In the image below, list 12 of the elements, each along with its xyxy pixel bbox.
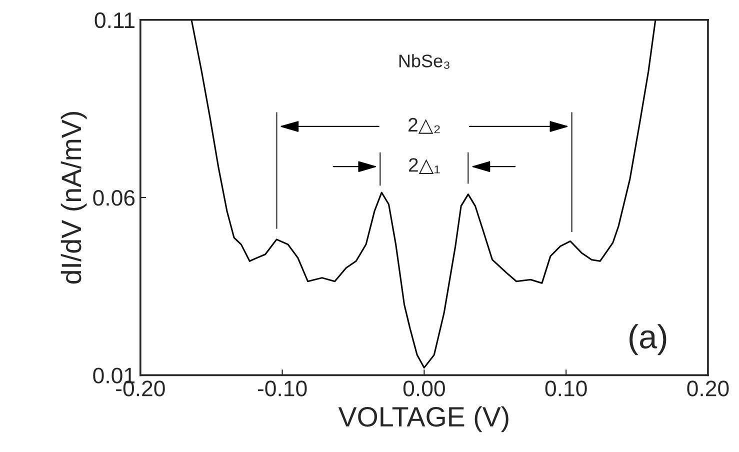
annotation: (a) bbox=[630, 324, 666, 356]
y-tick-label: 0.11 bbox=[94, 12, 134, 28]
y-tick-label: 0.06 bbox=[93, 190, 135, 206]
x-tick-label: 0.20 bbox=[687, 380, 729, 396]
x-tick-label: 0.00 bbox=[403, 380, 445, 396]
annotation: 2△₂ bbox=[408, 118, 440, 134]
x-tick-label: -0.10 bbox=[258, 380, 307, 396]
y-axis-title: dI/dV (nA/mV) bbox=[60, 112, 87, 284]
x-axis-title: VOLTAGE (V) bbox=[338, 406, 508, 432]
x-tick-label: 0.10 bbox=[545, 380, 587, 396]
annotation: NbSe₃ bbox=[399, 54, 450, 69]
annotation: 2△₁ bbox=[409, 158, 440, 174]
